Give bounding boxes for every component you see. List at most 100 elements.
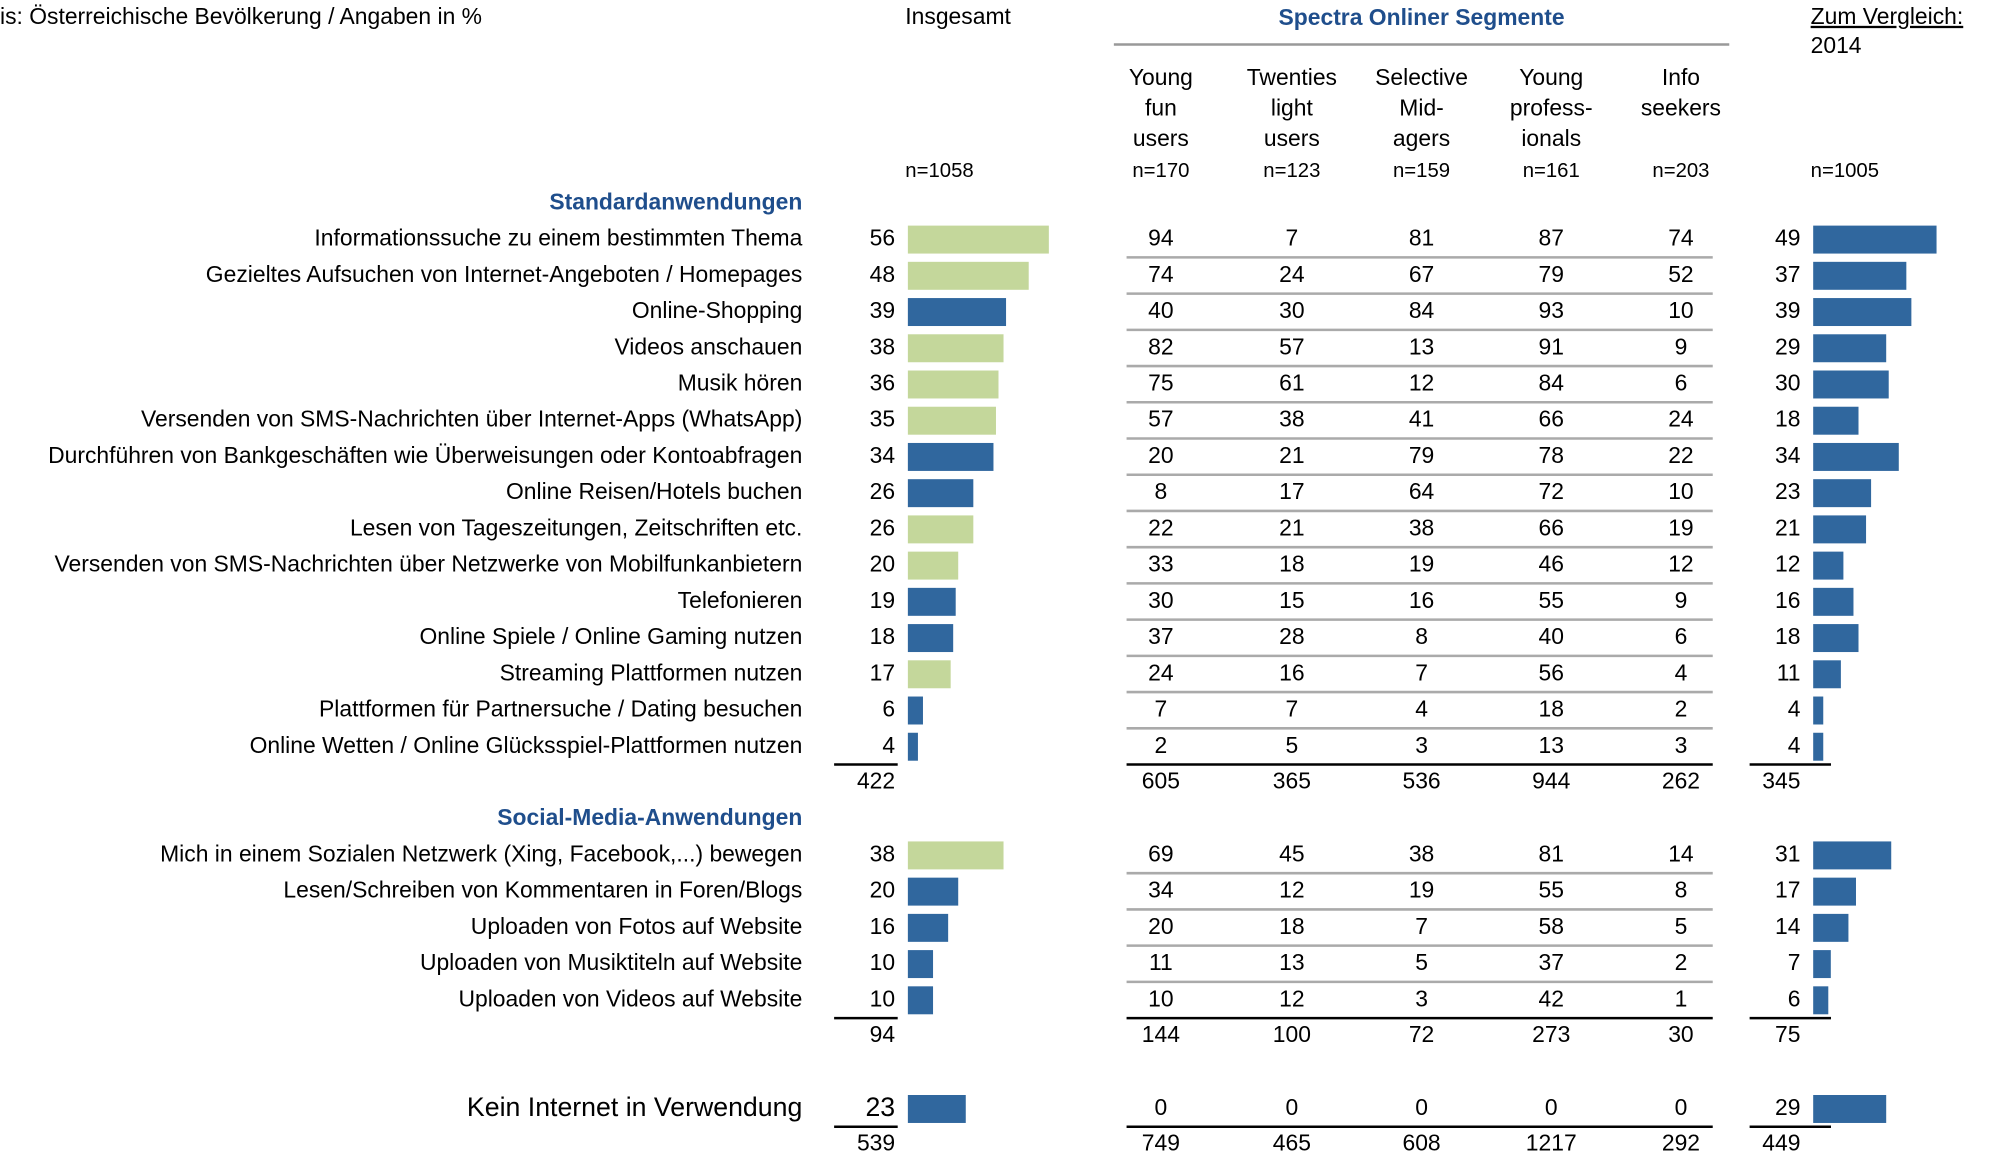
- segment-name: agers: [1393, 125, 1450, 151]
- segment-value: 66: [1539, 514, 1564, 540]
- compare-bar: [1813, 841, 1892, 870]
- segment-value: 6: [1675, 370, 1688, 396]
- total-value: 20: [870, 877, 895, 903]
- n-segment: n=170: [1132, 160, 1189, 182]
- compare-bar: [1813, 732, 1824, 761]
- compare-value: 14: [1775, 913, 1801, 939]
- segment-value: 14: [1668, 840, 1694, 866]
- sum-compare: 345: [1762, 767, 1800, 793]
- sum-segment: 292: [1662, 1130, 1700, 1156]
- n-compare: n=1005: [1811, 160, 1879, 182]
- compare-bar: [1813, 225, 1937, 254]
- segment-name: Info: [1662, 64, 1700, 90]
- total-value: 19: [870, 587, 895, 613]
- row-label: Gezieltes Aufsuchen von Internet-Angebot…: [206, 261, 803, 287]
- segment-value: 16: [1279, 659, 1304, 685]
- total-value: 35: [870, 406, 895, 432]
- total-value: 4: [882, 732, 895, 758]
- compare-value: 30: [1775, 370, 1800, 396]
- segment-value: 19: [1409, 551, 1434, 577]
- segment-value: 18: [1279, 551, 1304, 577]
- segment-value: 12: [1668, 551, 1693, 577]
- compare-bar: [1813, 587, 1854, 616]
- segment-value: 19: [1668, 514, 1693, 540]
- row-label: Mich in einem Sozialen Netzwerk (Xing, F…: [160, 840, 802, 866]
- compare-year: 2014: [1811, 32, 1862, 58]
- segment-name: profess-: [1510, 94, 1593, 120]
- segment-value: 57: [1279, 333, 1304, 359]
- total-bar: [907, 298, 1007, 327]
- row-label: Lesen/Schreiben von Kommentaren in Foren…: [283, 877, 802, 903]
- sum-segment: 605: [1142, 767, 1180, 793]
- compare-bar: [1813, 370, 1889, 399]
- compare-bar: [1813, 660, 1841, 689]
- segment-value: 61: [1279, 370, 1304, 396]
- total-value: 26: [870, 478, 895, 504]
- segment-value: 18: [1539, 696, 1564, 722]
- row-label: Telefonieren: [678, 587, 803, 613]
- segment-value: 58: [1539, 913, 1564, 939]
- segment-value: 82: [1148, 333, 1173, 359]
- total-bar: [907, 986, 934, 1015]
- segment-value: 42: [1539, 985, 1564, 1011]
- total-bar: [907, 913, 949, 942]
- segment-value: 21: [1279, 514, 1304, 540]
- segment-value: 10: [1668, 478, 1693, 504]
- sum-segment: 749: [1142, 1130, 1180, 1156]
- total-bar: [907, 261, 1029, 290]
- row-label: Durchführen von Bankgeschäften wie Überw…: [48, 442, 802, 468]
- row-label: Versenden von SMS-Nachrichten über Inter…: [141, 406, 802, 432]
- segment-name: Young: [1519, 64, 1583, 90]
- segment-value: 7: [1415, 659, 1428, 685]
- compare-value: 4: [1788, 696, 1801, 722]
- total-bar: [907, 624, 954, 653]
- sum-segment: 1217: [1526, 1130, 1577, 1156]
- segment-value: 0: [1545, 1094, 1558, 1120]
- compare-bar: [1813, 334, 1887, 363]
- sum-segment: 72: [1409, 1021, 1434, 1047]
- segment-value: 79: [1539, 261, 1564, 287]
- segment-value: 55: [1539, 877, 1564, 903]
- segment-value: 8: [1675, 877, 1688, 903]
- compare-value: 21: [1775, 514, 1800, 540]
- segment-value: 5: [1285, 732, 1298, 758]
- row-label: Online Spiele / Online Gaming nutzen: [420, 623, 803, 649]
- segment-value: 74: [1148, 261, 1174, 287]
- total-bar: [907, 370, 999, 399]
- sum-segment: 30: [1668, 1021, 1693, 1047]
- segment-value: 21: [1279, 442, 1304, 468]
- sum-segment: 100: [1273, 1021, 1311, 1047]
- segment-value: 2: [1675, 949, 1688, 975]
- total-bar: [907, 515, 974, 544]
- segment-value: 34: [1148, 877, 1174, 903]
- total-value: 56: [870, 225, 895, 251]
- segment-name: users: [1133, 125, 1189, 151]
- compare-value: 18: [1775, 623, 1800, 649]
- compare-bar: [1813, 515, 1867, 544]
- segment-name: seekers: [1641, 94, 1721, 120]
- compare-bar: [1813, 406, 1859, 435]
- compare-value: 31: [1775, 840, 1800, 866]
- segment-value: 19: [1409, 877, 1434, 903]
- segment-value: 12: [1279, 985, 1304, 1011]
- row-label: Online Reisen/Hotels buchen: [506, 478, 802, 504]
- total-value: 48: [870, 261, 895, 287]
- segment-value: 5: [1675, 913, 1688, 939]
- segment-value: 17: [1279, 478, 1304, 504]
- row-label: Uploaden von Videos auf Website: [458, 985, 802, 1011]
- total-value: 20: [870, 551, 895, 577]
- total-bar: [907, 442, 994, 471]
- sum-segment: 273: [1532, 1021, 1570, 1047]
- segment-value: 13: [1539, 732, 1564, 758]
- total-value: 38: [870, 333, 895, 359]
- segment-value: 30: [1148, 587, 1173, 613]
- total-bar: [907, 950, 934, 979]
- segment-value: 18: [1279, 913, 1304, 939]
- segment-value: 10: [1148, 985, 1173, 1011]
- sum-segment: 944: [1532, 767, 1570, 793]
- segment-value: 40: [1148, 297, 1173, 323]
- segment-value: 30: [1279, 297, 1304, 323]
- n-total: n=1058: [905, 160, 973, 182]
- segment-value: 5: [1415, 949, 1428, 975]
- sum-compare: 449: [1762, 1130, 1800, 1156]
